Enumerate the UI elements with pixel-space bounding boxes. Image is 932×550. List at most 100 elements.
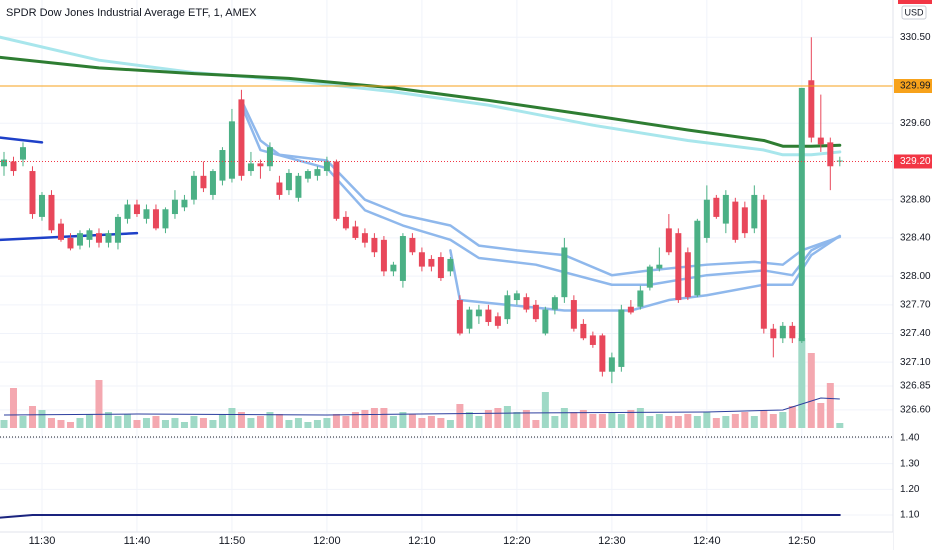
volume-bar [351, 412, 359, 428]
volume-bar [788, 406, 796, 428]
indicator-line [240, 103, 842, 287]
candle-body [0, 159, 7, 167]
candle-body [523, 297, 530, 310]
candle-body [466, 309, 473, 329]
volume-bar [560, 408, 568, 428]
volume-bar [66, 422, 74, 428]
candle-body [143, 209, 150, 219]
candle-body [684, 252, 691, 298]
candle-body [209, 171, 216, 195]
candle-body [694, 220, 701, 296]
candle-body [342, 216, 349, 229]
candle-body [257, 163, 264, 167]
volume-bar [703, 412, 711, 428]
y-tick-label: 327.10 [900, 357, 931, 368]
candle-body [551, 297, 558, 310]
candle-body [276, 182, 283, 195]
oscillator-line [0, 514, 841, 519]
volume-bar [741, 412, 749, 428]
candle-body [532, 304, 539, 320]
x-tick-label: 12:10 [408, 535, 436, 547]
candle-body [608, 357, 615, 372]
y-tick-label: 327.70 [900, 299, 931, 310]
volume-bar [399, 412, 407, 428]
x-tick-label: 12:50 [788, 535, 816, 547]
volume-bar [427, 416, 435, 428]
volume-bar [256, 416, 264, 428]
candle-body [171, 199, 178, 215]
candle-body [19, 147, 26, 160]
volume-bar [408, 414, 416, 428]
candle-body [152, 209, 159, 229]
candle-body [627, 306, 634, 313]
volume-bar [313, 420, 321, 428]
price-label: 329.20 [900, 156, 931, 167]
volume-bar [47, 418, 55, 428]
y2-tick-label: 1.10 [900, 510, 920, 521]
candle-body [665, 228, 672, 253]
volume-bar [779, 412, 787, 428]
candle-body [599, 335, 606, 372]
candle-body [513, 293, 520, 301]
volume-bar [19, 416, 27, 428]
candle-body [808, 80, 815, 138]
candle-body [86, 230, 93, 240]
price-label-box [894, 79, 932, 93]
candle-body [447, 258, 454, 272]
candle-body [333, 161, 340, 219]
candle-body [760, 199, 767, 329]
volume-bar [38, 410, 46, 428]
candle-body [504, 295, 511, 320]
candle-body [779, 325, 786, 339]
candle-body [770, 328, 777, 339]
candle-body [238, 99, 245, 176]
indicator-line [0, 136, 44, 144]
candle-body [29, 171, 36, 215]
currency-label: USD [904, 7, 924, 17]
candle-body [352, 226, 359, 238]
time-axis-bg [0, 532, 893, 550]
volume-bar [817, 403, 825, 428]
candle-body [751, 194, 758, 229]
volume-bar [171, 418, 179, 428]
volume-bar [722, 416, 730, 428]
y2-tick-label: 1.30 [900, 458, 920, 469]
price-label: 329.99 [900, 81, 931, 92]
axes: 11:30 11:40 11:50 12:00 12:10 12:20 12:30 12:40… [29, 32, 932, 547]
volume-bar [446, 420, 454, 428]
y-tick-label: 326.60 [900, 405, 931, 416]
candle-body [732, 201, 739, 240]
volume-bar [85, 414, 93, 428]
candle-body [95, 233, 102, 243]
candle-body [371, 237, 378, 253]
candle-body [456, 300, 463, 334]
candle-body [285, 172, 292, 191]
candle-body [428, 258, 435, 267]
volume-bar [826, 383, 834, 428]
candle-body [418, 252, 425, 267]
volume-bar [836, 423, 844, 428]
candle-body [57, 223, 64, 240]
volume-bar [636, 408, 644, 428]
candle-body [475, 309, 482, 317]
volume-bar [760, 410, 768, 428]
candle-body [266, 147, 273, 167]
chart-title: SPDR Dow Jones Industrial Average ETF, 1… [6, 7, 257, 19]
volume-bar [275, 414, 283, 428]
x-tick-label: 11:40 [124, 535, 151, 547]
candle-body [181, 199, 188, 208]
candle-body [399, 236, 406, 281]
volume-bar [0, 420, 8, 428]
volume-bar [551, 416, 559, 428]
candle-body [798, 87, 805, 342]
volume-bar [465, 412, 473, 428]
candle-body [494, 316, 501, 326]
volume-bar [28, 406, 36, 428]
x-tick-label: 12:00 [313, 535, 341, 547]
candle-body [380, 239, 387, 272]
volume-bar [95, 380, 103, 428]
volume-bar [484, 410, 492, 428]
y-tick-label: 328.00 [900, 271, 931, 282]
candle-body [570, 300, 577, 329]
